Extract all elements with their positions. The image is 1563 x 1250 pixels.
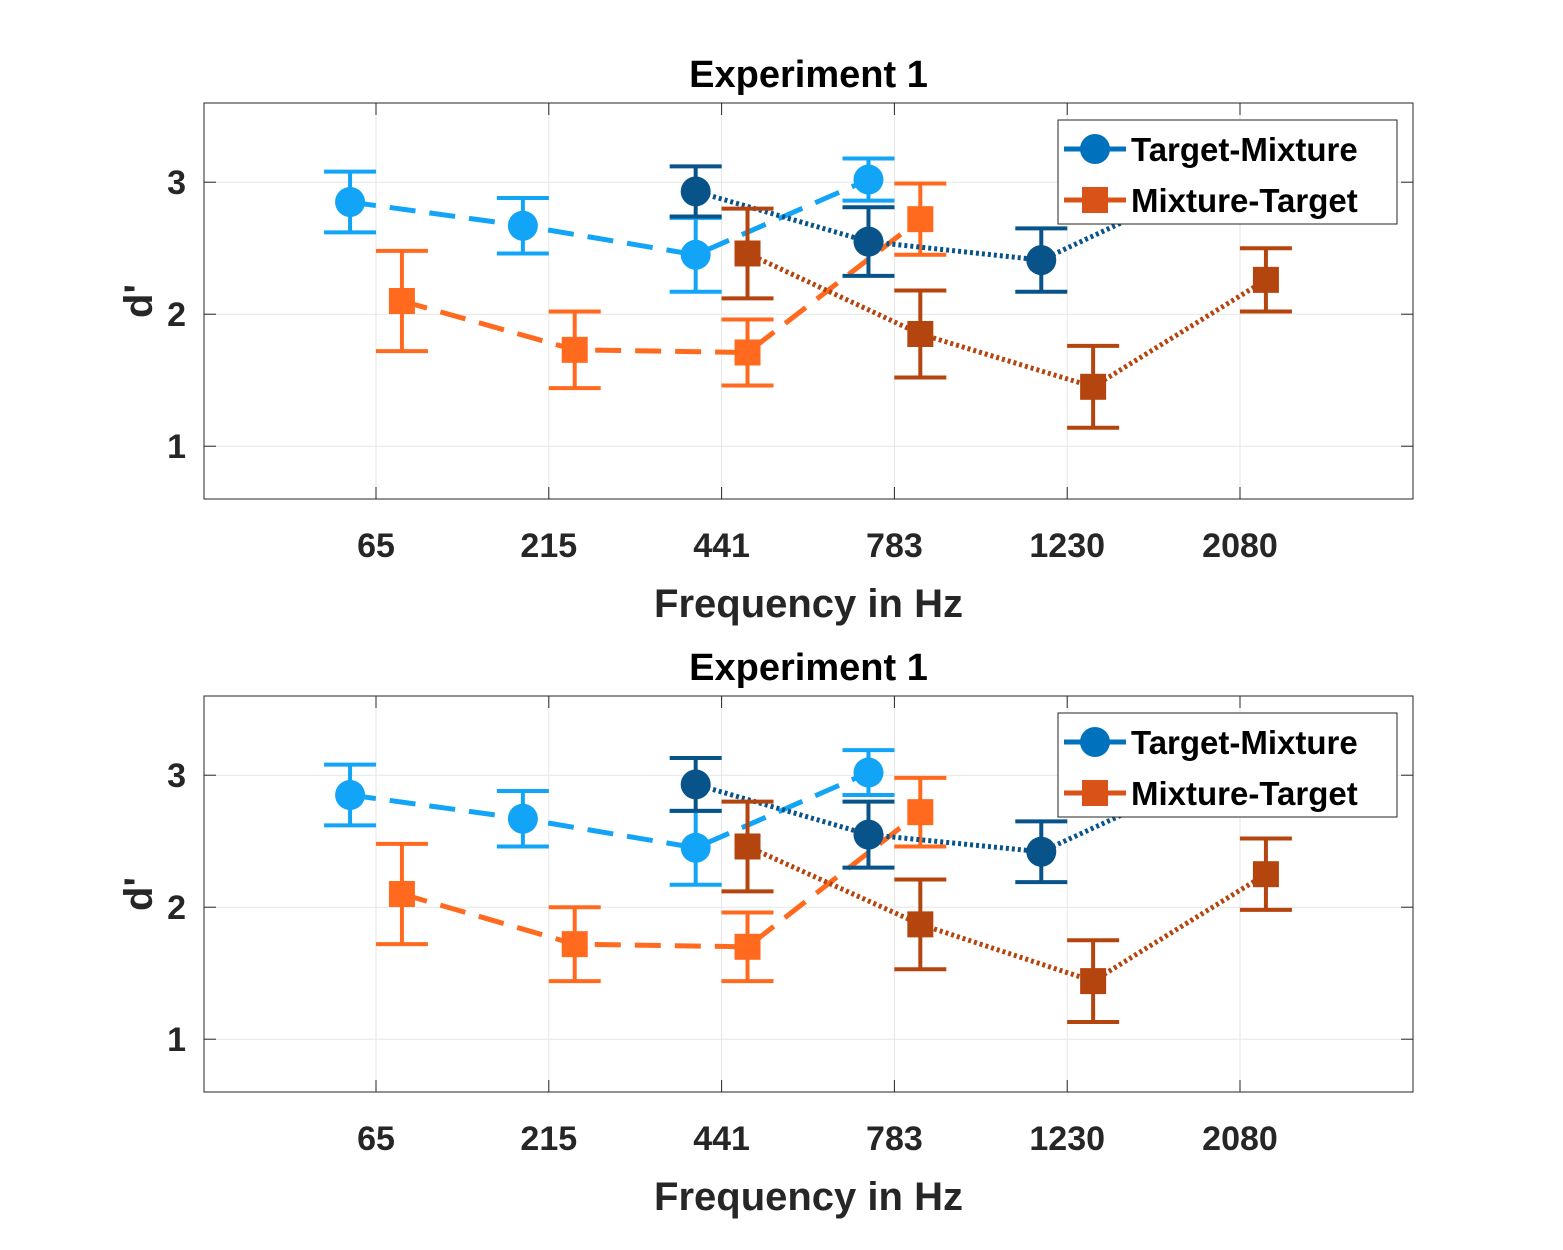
data-point — [335, 780, 366, 810]
y-axis-label: d' — [117, 284, 161, 318]
data-point — [853, 757, 884, 788]
y-tick-label: 2 — [167, 889, 186, 927]
data-point — [1252, 266, 1279, 293]
y-tick-label: 1 — [167, 1021, 186, 1059]
legend-item: Mixture-Target — [1064, 182, 1358, 219]
x-tick-label: 2080 — [1202, 527, 1278, 565]
data-point — [507, 803, 538, 834]
legend-marker — [1082, 780, 1108, 806]
legend-item: Target-Mixture — [1064, 724, 1358, 761]
x-tick-label: 783 — [866, 527, 923, 565]
data-point — [734, 833, 761, 860]
chart-panel-top: 65 215 441 783 1230 2080 1 2 3 Experiment 1 Freque… — [117, 54, 1414, 626]
y-tick-label: 2 — [167, 296, 186, 334]
data-point — [734, 240, 761, 267]
series-mixture-target-second — [721, 799, 1292, 1025]
x-tick-label: 215 — [520, 527, 577, 565]
y-axis-label: d' — [117, 877, 161, 911]
x-tick-label: 783 — [866, 1120, 923, 1158]
data-point — [907, 911, 934, 938]
x-tick-label: 2080 — [1202, 1120, 1278, 1158]
data-point — [680, 769, 711, 800]
legend: Target-Mixture Mixture-Target — [1057, 712, 1398, 818]
data-point — [907, 206, 934, 233]
series-mixture-target-first — [375, 181, 947, 391]
x-tick-label: 1230 — [1029, 1120, 1105, 1158]
plot-series — [324, 744, 1292, 1025]
x-tick-label: 441 — [693, 1120, 750, 1158]
data-point — [561, 336, 588, 363]
data-point — [680, 832, 711, 863]
legend-label: Mixture-Target — [1131, 775, 1358, 812]
data-point — [388, 288, 415, 314]
data-point — [853, 226, 884, 257]
legend-marker — [1080, 134, 1110, 164]
data-point — [1252, 861, 1279, 888]
legend-box — [1057, 712, 1398, 818]
series-line — [401, 217, 922, 355]
axes-box — [203, 695, 1414, 1093]
chart-panel-bottom: 65 215 441 783 1230 2080 1 2 3 Experiment 1 Freque… — [117, 647, 1414, 1219]
data-point — [507, 210, 538, 241]
legend-label: Target-Mixture — [1131, 131, 1358, 168]
data-point — [734, 933, 761, 960]
x-tick-label: 1230 — [1029, 527, 1105, 565]
data-point — [853, 164, 884, 195]
data-point — [907, 799, 934, 826]
series-mixture-target-second — [721, 206, 1292, 430]
legend-marker — [1080, 727, 1110, 757]
axes-box — [203, 102, 1414, 500]
data-point — [907, 321, 934, 347]
series-line — [401, 810, 922, 950]
legend-label: Mixture-Target — [1131, 182, 1358, 219]
series-line — [694, 177, 1216, 263]
data-point — [335, 187, 366, 217]
x-tick-label: 215 — [520, 1120, 577, 1158]
data-point — [1026, 836, 1057, 867]
legend: Target-Mixture Mixture-Target — [1057, 119, 1398, 225]
legend-item: Target-Mixture — [1064, 131, 1358, 168]
x-axis-label: Frequency in Hz — [654, 1175, 963, 1219]
data-point — [1080, 373, 1107, 400]
x-tick-label: 441 — [693, 527, 750, 565]
x-tick-label: 65 — [357, 1120, 395, 1158]
data-point — [1080, 968, 1107, 995]
legend-label: Target-Mixture — [1131, 724, 1358, 761]
y-tick-label: 3 — [167, 757, 186, 795]
y-tick-label: 1 — [167, 428, 186, 466]
data-point — [680, 239, 711, 270]
data-point — [1026, 245, 1057, 276]
y-tick-label: 3 — [167, 164, 186, 202]
data-point — [853, 819, 884, 850]
series-line — [694, 770, 1216, 855]
legend-marker — [1082, 187, 1108, 213]
data-point — [388, 881, 415, 907]
chart-title: Experiment 1 — [689, 647, 928, 689]
x-axis-label: Frequency in Hz — [654, 582, 963, 626]
data-point — [561, 931, 588, 958]
chart-title: Experiment 1 — [689, 54, 928, 96]
legend-item: Mixture-Target — [1064, 775, 1358, 812]
series-target-mixture-second — [669, 744, 1241, 885]
data-point — [680, 176, 711, 207]
x-tick-label: 65 — [357, 527, 395, 565]
legend-box — [1057, 119, 1398, 225]
data-point — [734, 339, 761, 366]
series-mixture-target-first — [375, 775, 947, 984]
